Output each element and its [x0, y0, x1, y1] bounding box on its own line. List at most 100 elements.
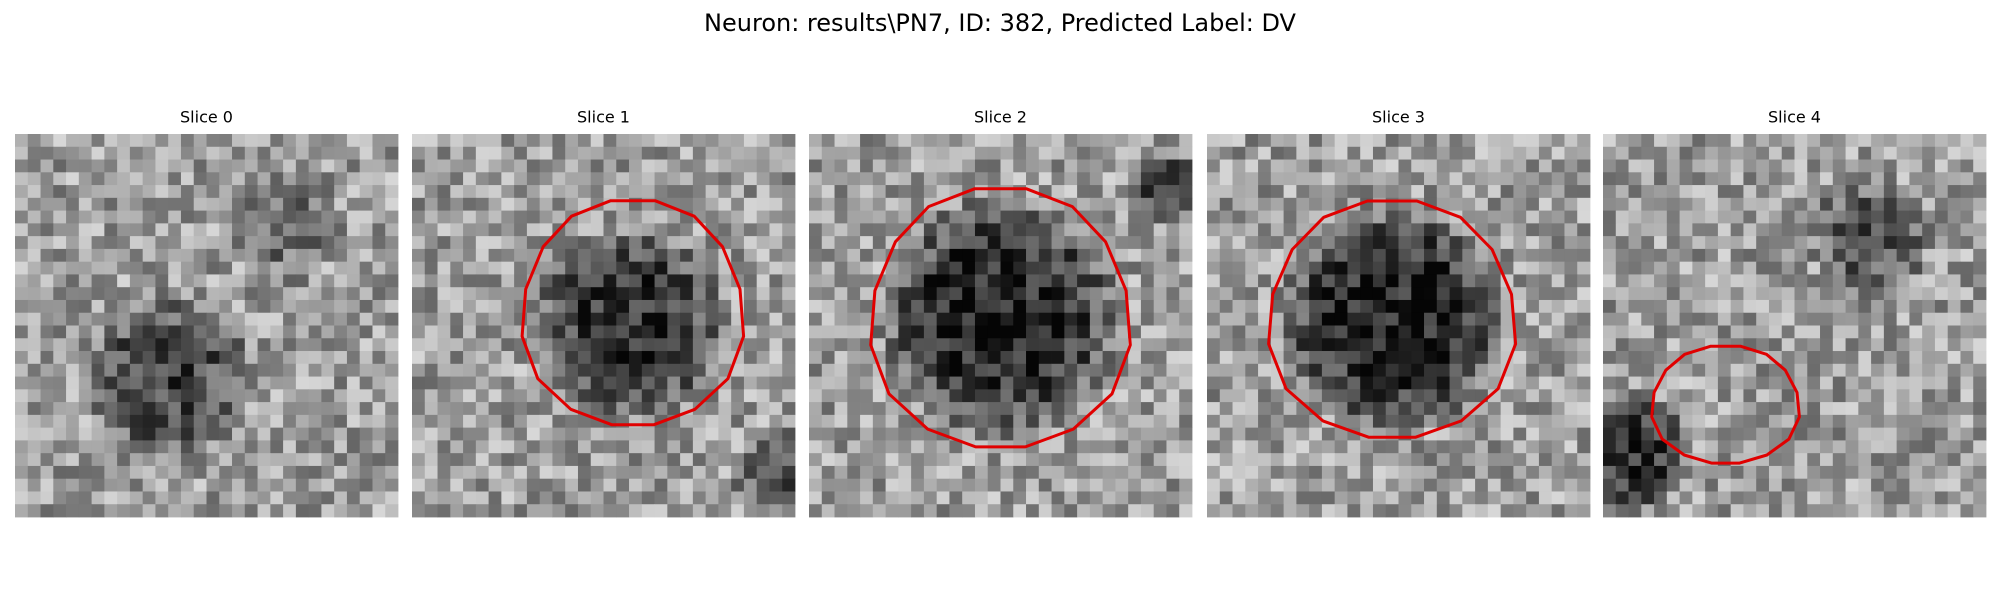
pixel: [821, 146, 835, 160]
pixel: [731, 465, 745, 480]
pixel: [129, 376, 144, 390]
pixel: [232, 478, 246, 492]
pixel: [514, 351, 528, 365]
pixel: [1615, 465, 1629, 480]
pixel: [1153, 389, 1167, 403]
pixel: [809, 146, 823, 160]
pixel: [1615, 223, 1629, 237]
pixel: [1411, 453, 1425, 467]
pixel: [1166, 248, 1180, 263]
pixel: [1064, 236, 1078, 250]
pixel: [1051, 402, 1065, 416]
pixel: [565, 299, 579, 314]
pixel: [629, 172, 643, 186]
pixel: [1296, 274, 1310, 288]
pixel: [463, 159, 477, 173]
pixel: [1922, 325, 1936, 339]
pixel: [1960, 427, 1974, 441]
pixel: [1487, 402, 1502, 416]
pixel: [1628, 504, 1642, 518]
pixel: [603, 299, 617, 314]
pixel: [718, 261, 732, 275]
pixel: [1628, 159, 1642, 173]
pixel: [180, 363, 195, 377]
pixel: [1449, 491, 1463, 505]
pixel: [1245, 134, 1259, 148]
pixel: [66, 363, 80, 377]
pixel: [1730, 223, 1744, 237]
pixel: [450, 185, 464, 199]
pixel: [168, 210, 182, 224]
pixel: [1628, 248, 1642, 263]
pixel: [1947, 363, 1961, 377]
pixel: [1679, 134, 1693, 148]
pixel: [450, 325, 464, 339]
pixel: [603, 261, 617, 275]
pixel: [475, 261, 489, 275]
pixel: [1781, 299, 1795, 314]
pixel: [257, 363, 271, 377]
pixel: [577, 376, 592, 390]
pixel: [539, 389, 553, 403]
pixel: [1179, 146, 1193, 160]
pixel: [1538, 274, 1553, 288]
pixel: [1051, 223, 1065, 237]
pixel: [1858, 465, 1872, 480]
pixel: [692, 248, 707, 263]
pixel: [1845, 363, 1859, 377]
pixel: [1232, 363, 1246, 377]
pixel: [1756, 312, 1770, 326]
pixel: [1013, 414, 1027, 429]
pixel: [412, 325, 426, 339]
pixel: [692, 197, 707, 211]
pixel: [974, 427, 989, 441]
pixel: [680, 491, 694, 505]
pixel: [923, 223, 938, 237]
pixel: [1705, 312, 1719, 326]
pixel: [501, 134, 515, 148]
pixel: [1309, 351, 1323, 365]
pixel: [1077, 465, 1091, 480]
pixel: [1781, 504, 1795, 518]
pixel: [1207, 210, 1221, 224]
pixel: [1679, 185, 1693, 199]
pixel: [1807, 261, 1821, 275]
pixel: [1781, 248, 1795, 263]
pixel: [809, 248, 823, 263]
pixel: [1909, 427, 1923, 441]
pixel: [1411, 465, 1425, 480]
pixel: [206, 185, 220, 199]
pixel: [219, 223, 233, 237]
pixel: [1166, 325, 1180, 339]
pixel: [463, 478, 477, 492]
pixel: [1666, 159, 1680, 173]
pixel: [680, 146, 694, 160]
pixel: [1436, 312, 1450, 326]
pixel: [78, 287, 92, 301]
pixel: [1462, 134, 1476, 148]
pixel: [168, 197, 182, 211]
pixel: [1820, 504, 1834, 518]
pixel: [1551, 299, 1565, 314]
pixel: [1077, 491, 1091, 505]
pixel: [488, 261, 502, 275]
pixel: [731, 261, 745, 275]
pixel: [40, 146, 54, 160]
pixel: [1743, 223, 1757, 237]
pixel: [834, 363, 848, 377]
pixel: [475, 185, 489, 199]
pixel: [782, 287, 796, 301]
pixel: [1026, 134, 1040, 148]
pixel: [974, 134, 989, 148]
pixel: [1051, 236, 1065, 250]
pixel: [898, 287, 912, 301]
pixel: [1628, 185, 1642, 199]
pixel: [1871, 248, 1885, 263]
pixel: [654, 465, 668, 480]
pixel: [40, 504, 54, 518]
pixel: [1449, 236, 1463, 250]
pixel: [898, 159, 912, 173]
pixel: [193, 159, 207, 173]
pixel: [1436, 491, 1450, 505]
pixel: [692, 146, 707, 160]
